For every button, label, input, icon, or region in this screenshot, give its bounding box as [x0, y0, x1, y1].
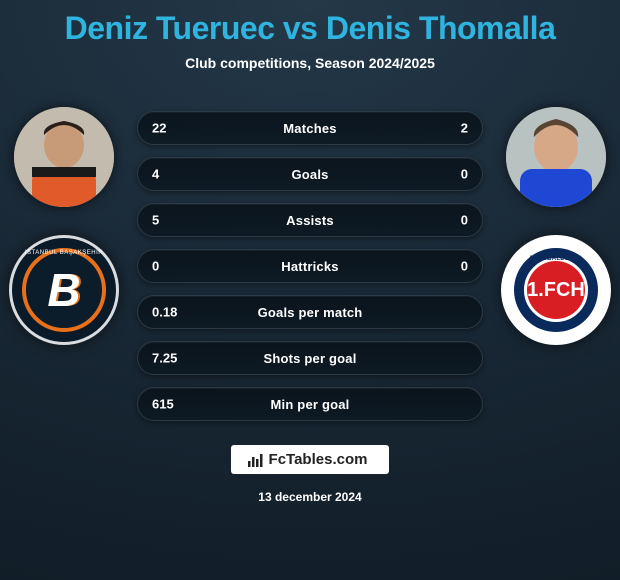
stat-right-value: 0 [434, 259, 472, 274]
comparison-card: Deniz Tueruec vs Denis Thomalla Club com… [0, 0, 620, 580]
club-left-letter: B [47, 263, 80, 317]
club-left-badge: ISTANBUL BAŞAKŞEHİR B [9, 235, 119, 345]
stat-row: 22 Matches 2 [137, 111, 483, 145]
player-right-avatar [506, 107, 606, 207]
stat-left-value: 5 [148, 213, 186, 228]
stat-label: Goals per match [258, 305, 363, 320]
player-left-avatar [14, 107, 114, 207]
comparison-area: ISTANBUL BAŞAKŞEHİR B 22 Matches 2 4 Goa… [0, 99, 620, 421]
page-title: Deniz Tueruec vs Denis Thomalla [0, 10, 620, 47]
stat-label: Shots per goal [263, 351, 356, 366]
stat-label: Hattricks [281, 259, 338, 274]
stat-left-value: 22 [148, 121, 186, 136]
stat-row: 0.18 Goals per match [137, 295, 483, 329]
stat-label: Matches [283, 121, 336, 136]
stat-left-value: 615 [148, 397, 186, 412]
club-right-inner: 1. FUSSBALLCLUB 1.FCH [508, 242, 604, 338]
club-right-core: 1.FCH [527, 261, 585, 319]
stat-left-value: 0 [148, 259, 186, 274]
stat-right-value: 0 [434, 167, 472, 182]
stat-right-value: 2 [434, 121, 472, 136]
stat-row: 7.25 Shots per goal [137, 341, 483, 375]
club-left-text: ISTANBUL BAŞAKŞEHİR [25, 250, 103, 256]
avatar-placeholder-icon [14, 107, 114, 207]
stat-row: 5 Assists 0 [137, 203, 483, 237]
stat-label: Min per goal [271, 397, 350, 412]
season-subtitle: Club competitions, Season 2024/2025 [0, 55, 620, 71]
club-left-inner: ISTANBUL BAŞAKŞEHİR B [22, 248, 106, 332]
stat-left-value: 4 [148, 167, 186, 182]
stat-label: Assists [286, 213, 334, 228]
stat-row: 615 Min per goal [137, 387, 483, 421]
right-column: 1. FUSSBALLCLUB 1.FCH [501, 99, 611, 345]
avatar-placeholder-icon [506, 107, 606, 207]
stat-right-value: 0 [434, 213, 472, 228]
bar-chart-icon [247, 452, 263, 468]
date-label: 13 december 2024 [0, 490, 620, 504]
fctables-badge[interactable]: FcTables.com [231, 445, 390, 474]
stat-left-value: 0.18 [148, 305, 186, 320]
club-right-badge: 1. FUSSBALLCLUB 1.FCH [501, 235, 611, 345]
stat-row: 0 Hattricks 0 [137, 249, 483, 283]
fctables-label: FcTables.com [269, 451, 368, 468]
stat-left-value: 7.25 [148, 351, 186, 366]
stat-row: 4 Goals 0 [137, 157, 483, 191]
left-column: ISTANBUL BAŞAKŞEHİR B [9, 99, 119, 345]
stat-label: Goals [291, 167, 328, 182]
stats-list: 22 Matches 2 4 Goals 0 5 Assists 0 0 Hat… [137, 99, 483, 421]
